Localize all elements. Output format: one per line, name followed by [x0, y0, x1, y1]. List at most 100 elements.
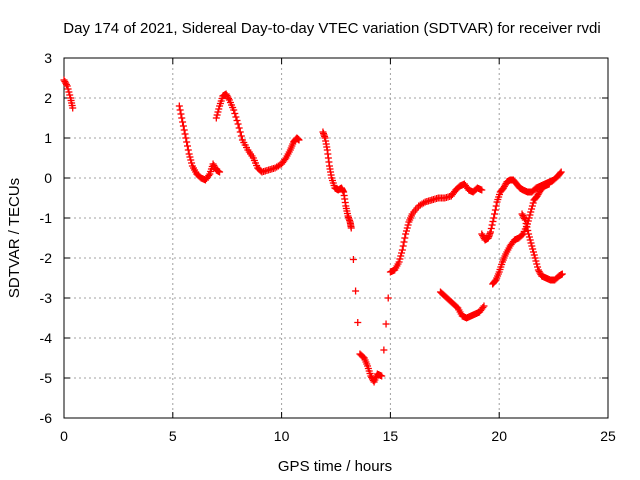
- data-point: [526, 211, 534, 219]
- data-point: [209, 160, 217, 168]
- data-point: [230, 106, 238, 114]
- data-point: [490, 214, 498, 222]
- y-tick-label: 0: [44, 170, 52, 186]
- data-point: [66, 91, 74, 99]
- data-point: [184, 146, 192, 154]
- data-point: [179, 118, 187, 126]
- data-point: [179, 122, 187, 130]
- data-point: [518, 210, 526, 218]
- data-point: [180, 126, 188, 134]
- x-tick-label: 10: [274, 428, 290, 444]
- data-point: [491, 277, 499, 285]
- y-tick-label: 1: [44, 130, 52, 146]
- data-point: [215, 105, 223, 113]
- data-point: [232, 113, 240, 121]
- data-point: [352, 287, 360, 295]
- data-point: [178, 114, 186, 122]
- data-point: [222, 90, 230, 98]
- data-point: [403, 224, 411, 232]
- data-point: [378, 372, 386, 380]
- data-point: [529, 245, 537, 253]
- data-point: [491, 210, 499, 218]
- data-point: [531, 254, 539, 262]
- data-point: [527, 239, 535, 247]
- data-point: [380, 346, 388, 354]
- y-axis-label: SDTVAR / TECUs: [6, 178, 23, 298]
- data-point: [69, 104, 77, 112]
- x-axis-label: GPS time / hours: [278, 458, 392, 475]
- data-point: [479, 304, 487, 311]
- data-point: [212, 114, 220, 122]
- grid-lines: [64, 58, 608, 418]
- x-axis-ticks: 0 5 10 15 20 25: [60, 58, 616, 444]
- data-point: [529, 248, 537, 256]
- data-point: [182, 134, 190, 142]
- data-point: [478, 230, 486, 238]
- data-point: [354, 319, 362, 326]
- data-point: [522, 220, 530, 227]
- chart-title: Day 174 of 2021, Sidereal Day-to-day VTE…: [63, 20, 600, 37]
- data-point: [488, 221, 496, 229]
- data-point: [535, 268, 543, 275]
- data-point: [186, 153, 194, 161]
- data-point: [223, 92, 231, 99]
- data-point: [519, 212, 527, 219]
- data-point: [533, 192, 541, 200]
- data-point: [231, 110, 239, 117]
- data-point: [398, 246, 406, 254]
- data-point: [479, 232, 487, 239]
- data-point: [398, 249, 406, 257]
- data-point: [534, 266, 542, 274]
- data-point: [65, 88, 73, 96]
- y-tick-label: -3: [40, 290, 53, 306]
- data-point: [520, 215, 528, 222]
- data-point: [534, 191, 542, 198]
- data-point: [175, 102, 183, 110]
- data-point: [63, 82, 71, 90]
- data-point: [234, 120, 242, 128]
- data-point: [384, 294, 392, 302]
- data-point: [401, 234, 409, 242]
- y-tick-label: 2: [44, 90, 52, 106]
- data-point: [347, 224, 355, 232]
- data-point: [545, 180, 553, 188]
- y-tick-label: -2: [40, 250, 53, 266]
- y-tick-label: -5: [40, 370, 53, 386]
- data-point: [402, 230, 410, 238]
- data-point: [524, 227, 532, 234]
- data-point: [382, 320, 390, 328]
- data-point: [213, 111, 221, 119]
- data-point: [188, 159, 196, 167]
- data-point: [235, 124, 243, 132]
- x-tick-label: 5: [169, 428, 177, 444]
- data-point: [523, 223, 531, 231]
- data-point: [402, 227, 410, 235]
- data-point: [61, 78, 69, 85]
- data-point: [528, 242, 536, 250]
- data-point: [64, 85, 72, 93]
- x-tick-label: 0: [60, 428, 68, 444]
- data-point: [480, 302, 488, 310]
- data-point: [183, 142, 191, 150]
- data-point: [185, 150, 193, 158]
- data-point: [181, 130, 189, 138]
- data-point: [60, 76, 68, 84]
- data-point: [487, 225, 495, 232]
- data-point: [486, 228, 494, 236]
- data-point: [233, 117, 241, 124]
- data-point: [534, 263, 542, 271]
- data-point: [400, 238, 408, 246]
- data-point: [525, 230, 533, 238]
- data-point: [533, 260, 541, 268]
- data-point: [177, 110, 185, 118]
- data-point: [527, 208, 535, 216]
- data-point: [500, 184, 508, 192]
- data-point: [478, 186, 486, 194]
- plot-frame: [63, 57, 609, 419]
- data-point: [399, 242, 407, 250]
- data-point: [225, 95, 233, 102]
- data-point: [500, 183, 508, 190]
- data-point: [528, 205, 536, 213]
- data-points: [60, 76, 566, 386]
